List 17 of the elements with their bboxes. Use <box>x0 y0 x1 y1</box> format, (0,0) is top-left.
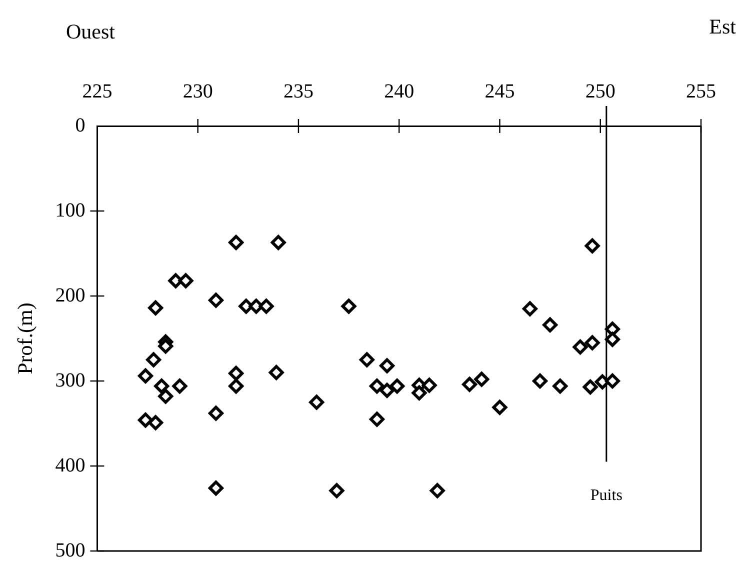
x-tick-label: 225 <box>82 80 112 102</box>
y-tick-label: 300 <box>55 369 86 392</box>
text: Est <box>709 14 736 39</box>
y-tick-label: 200 <box>55 284 86 306</box>
x-tick-label: 230 <box>182 80 213 102</box>
y-tick-label: 0 <box>75 114 86 136</box>
x-tick-label: 250 <box>585 80 616 102</box>
x-tick-label: 245 <box>484 80 515 102</box>
x-tick-label: 255 <box>686 80 716 102</box>
y-axis-title: Prof.(m) <box>13 302 38 374</box>
y-tick-label: 500 <box>55 539 86 562</box>
x-tick-label: 240 <box>384 80 414 102</box>
ref-line-label: Puits <box>590 486 622 504</box>
text: Ouest <box>66 20 116 44</box>
x-tick-label: 235 <box>283 80 314 102</box>
y-tick-label: 100 <box>55 199 86 222</box>
y-tick-label: 400 <box>55 454 86 476</box>
